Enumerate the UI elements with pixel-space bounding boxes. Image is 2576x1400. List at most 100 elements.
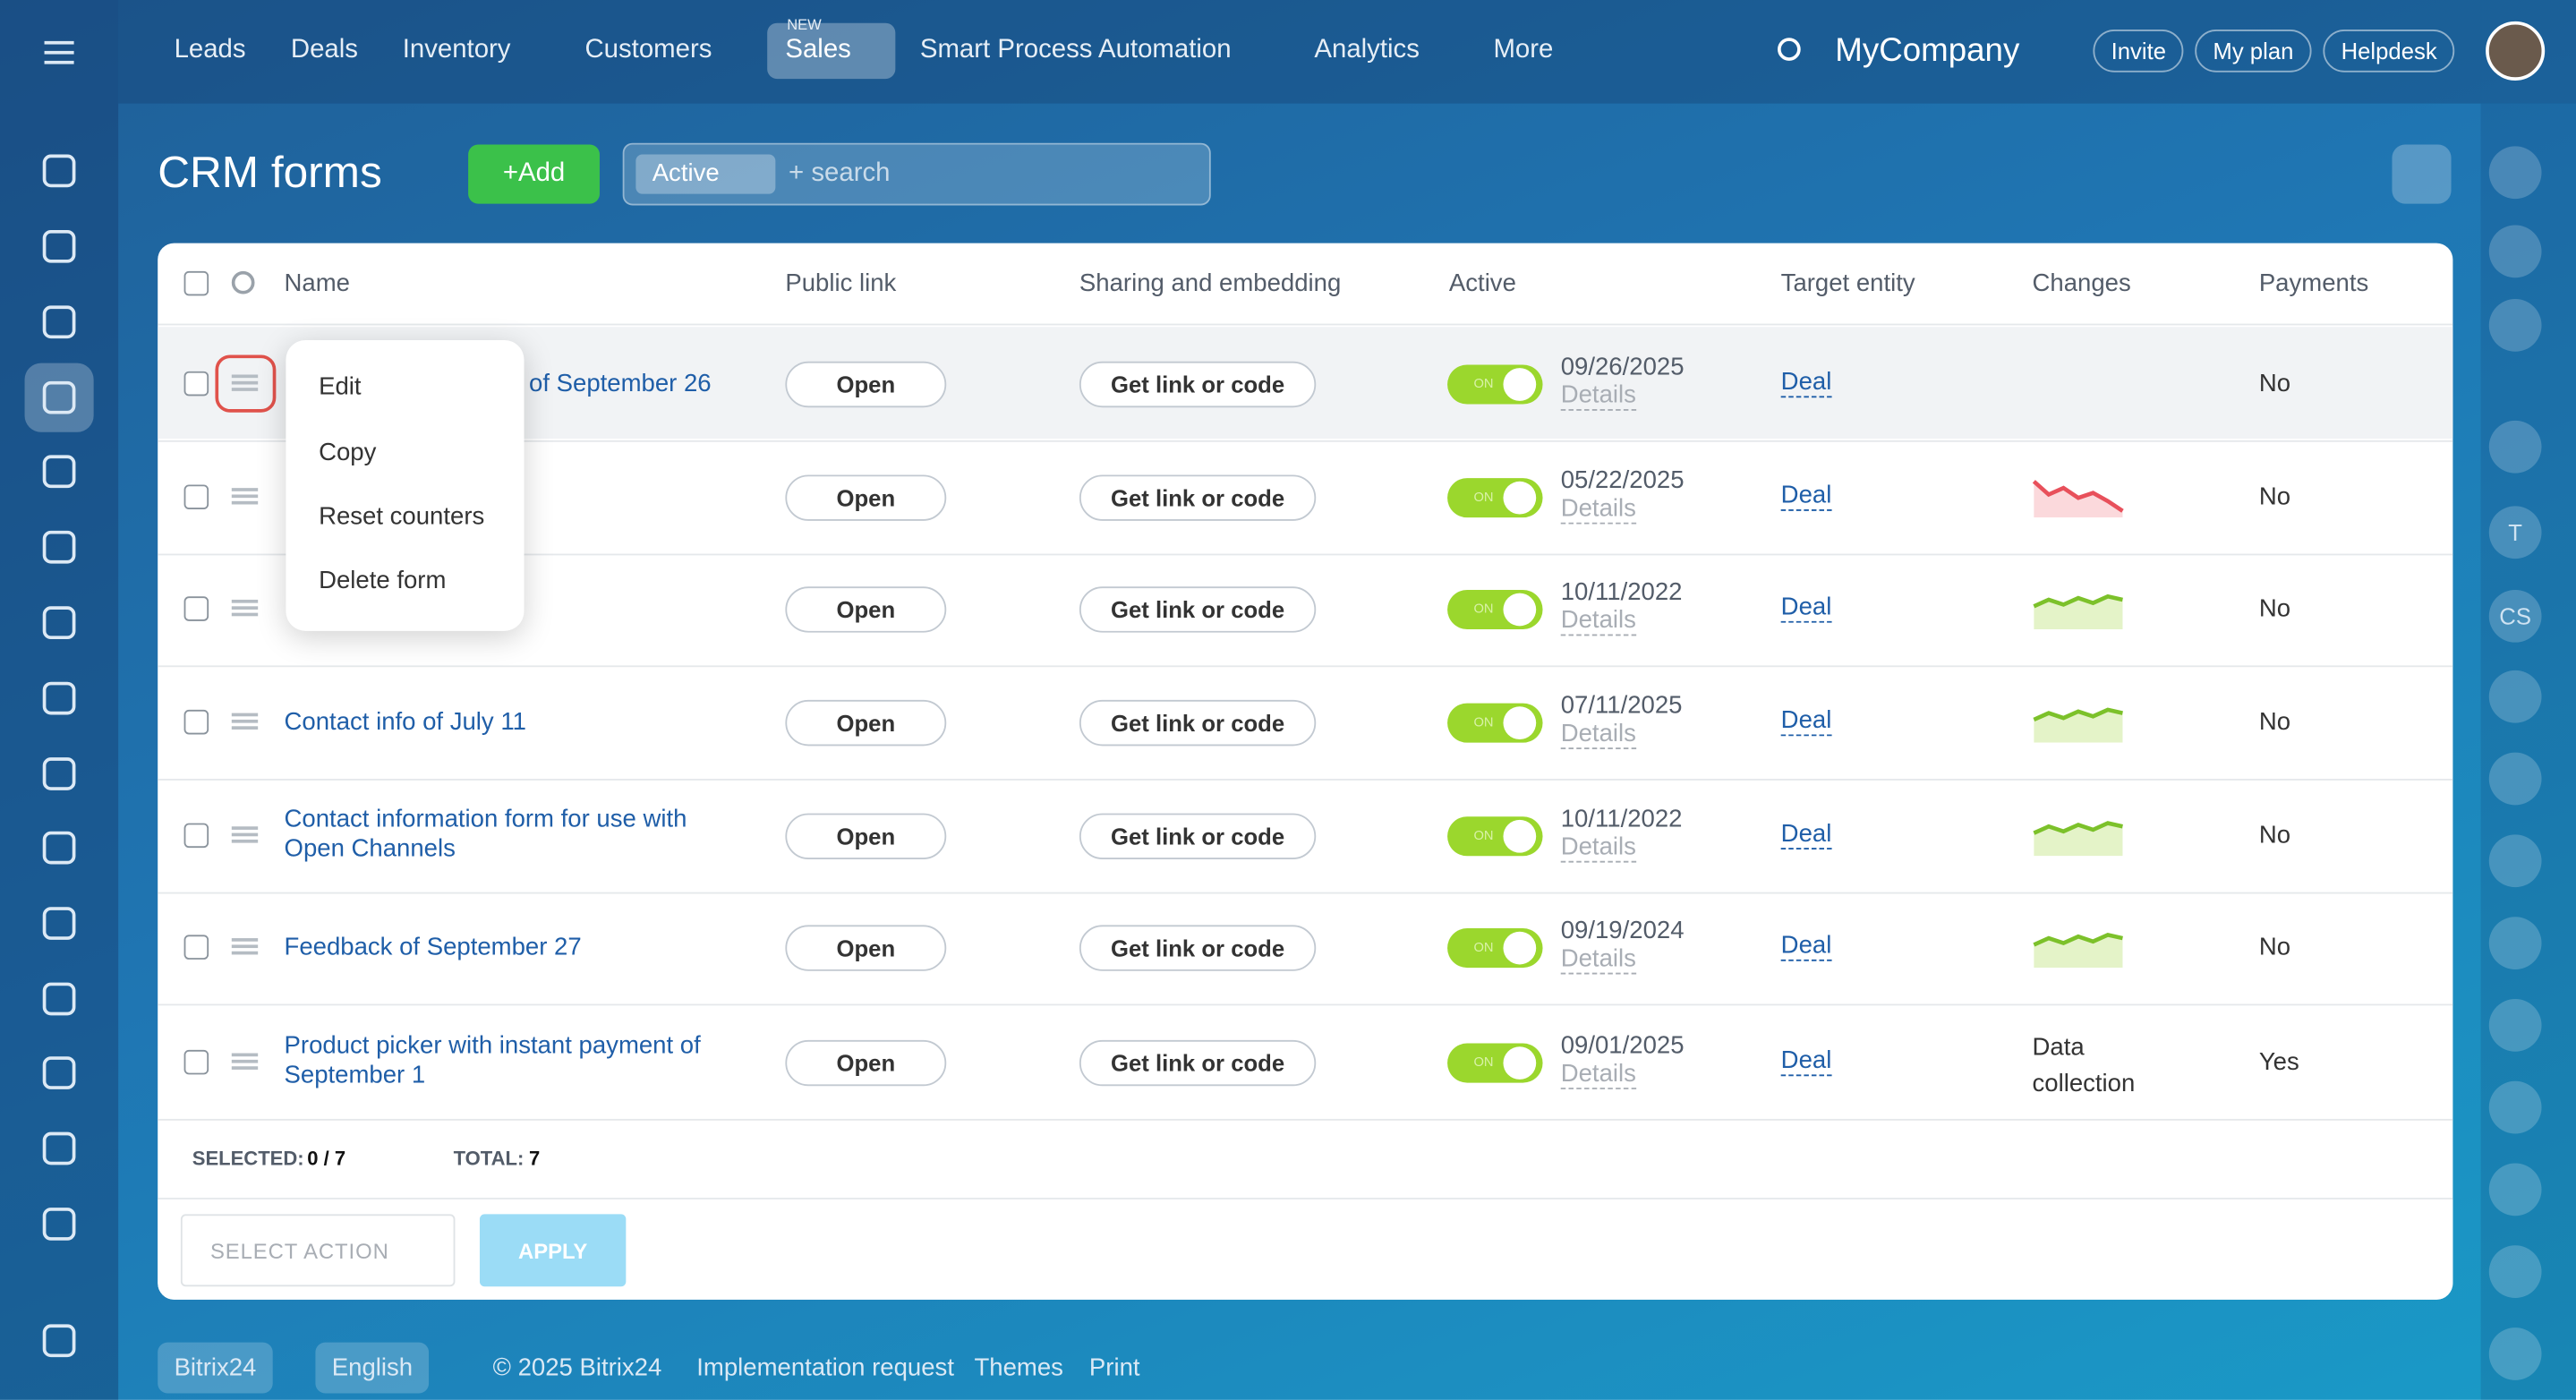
share-button[interactable]: Get link or code: [1079, 474, 1317, 521]
details-link[interactable]: Details: [1560, 832, 1636, 863]
share-button[interactable]: Get link or code: [1079, 813, 1317, 859]
share-button[interactable]: Get link or code: [1079, 361, 1317, 408]
share-button[interactable]: Get link or code: [1079, 1039, 1317, 1087]
form-name[interactable]: Feedback of September 27: [284, 933, 582, 961]
menu-item[interactable]: Edit: [319, 372, 362, 401]
row-cb[interactable]: [183, 823, 209, 849]
sidebar-icon[interactable]: [42, 907, 76, 940]
footer-link[interactable]: © 2025 Bitrix24: [492, 1353, 662, 1382]
open-button[interactable]: Open: [785, 361, 947, 408]
sidebar-icon[interactable]: [42, 229, 76, 263]
form-name[interactable]: Contact information form for use with Op…: [284, 805, 687, 863]
right-icon[interactable]: [2488, 917, 2542, 969]
target-link[interactable]: Deal: [1780, 931, 1832, 961]
row-menu[interactable]: [231, 1053, 259, 1070]
row-cb[interactable]: [183, 709, 209, 735]
sidebar-icon[interactable]: [42, 305, 76, 339]
nav-item[interactable]: Deals: [290, 36, 358, 64]
target-link[interactable]: Deal: [1780, 368, 1832, 398]
right-icon[interactable]: [2488, 420, 2542, 474]
row-menu[interactable]: [231, 713, 259, 730]
add-button[interactable]: + Add: [468, 144, 600, 204]
open-button[interactable]: Open: [785, 474, 947, 521]
header-cb[interactable]: [183, 270, 209, 296]
select-action[interactable]: SELECT ACTION: [180, 1214, 456, 1287]
open-button[interactable]: Open: [785, 925, 947, 971]
footer-link[interactable]: Implementation request: [696, 1353, 954, 1382]
sidebar-icon[interactable]: [42, 1208, 76, 1241]
sidebar-icon[interactable]: [42, 1324, 76, 1358]
column-header[interactable]: Active: [1448, 269, 1516, 298]
search-box[interactable]: [622, 142, 1211, 206]
nav-item[interactable]: Customers: [584, 36, 712, 64]
top-button[interactable]: Invite: [2093, 30, 2185, 73]
right-icon[interactable]: [2488, 1245, 2542, 1299]
details-link[interactable]: Details: [1560, 494, 1636, 525]
nav-item[interactable]: More: [1493, 36, 1554, 64]
details-link[interactable]: Details: [1560, 944, 1636, 975]
right-icon[interactable]: [2488, 752, 2542, 806]
sidebar-icon[interactable]: [42, 681, 76, 715]
row-menu[interactable]: [231, 374, 259, 391]
top-button[interactable]: My plan: [2195, 30, 2312, 73]
right-icon[interactable]: CS: [2488, 589, 2542, 643]
details-link[interactable]: Details: [1560, 719, 1636, 749]
sidebar-icon[interactable]: [42, 757, 76, 790]
row-cb[interactable]: [183, 596, 209, 621]
sidebar-icon[interactable]: [42, 530, 76, 564]
sidebar-icon[interactable]: [42, 1131, 76, 1165]
nav-item[interactable]: Sales: [785, 36, 851, 64]
sidebar-icon[interactable]: [42, 154, 76, 188]
target-link[interactable]: Deal: [1780, 593, 1832, 623]
row-cb[interactable]: [183, 484, 209, 510]
right-icon[interactable]: [2488, 1327, 2542, 1380]
nav-item[interactable]: Leads: [174, 36, 246, 64]
avatar[interactable]: [2486, 21, 2546, 81]
sidebar-icon[interactable]: [42, 380, 76, 414]
filter-chip[interactable]: Active: [635, 154, 776, 194]
column-header[interactable]: Target entity: [1780, 269, 1915, 298]
nav-item[interactable]: Inventory: [402, 36, 511, 64]
target-link[interactable]: Deal: [1780, 819, 1832, 849]
column-header[interactable]: Payments: [2258, 269, 2369, 298]
column-header[interactable]: Sharing and embedding: [1079, 269, 1342, 298]
right-icon[interactable]: [2488, 834, 2542, 888]
open-button[interactable]: Open: [785, 699, 947, 747]
sidebar-icon[interactable]: [42, 982, 76, 1016]
share-button[interactable]: Get link or code: [1079, 586, 1317, 633]
sidebar-icon[interactable]: [42, 606, 76, 640]
details-link[interactable]: Details: [1560, 606, 1636, 636]
right-icon[interactable]: [2488, 1080, 2542, 1134]
form-name[interactable]: Product picker with instant payment of S…: [284, 1031, 701, 1089]
form-name[interactable]: Contact info of July 11: [284, 708, 526, 737]
details-link[interactable]: Details: [1560, 1059, 1636, 1089]
row-menu[interactable]: [231, 938, 259, 955]
row-cb[interactable]: [183, 935, 209, 960]
share-button[interactable]: Get link or code: [1079, 925, 1317, 971]
row-menu[interactable]: [231, 599, 259, 617]
menu-item[interactable]: Copy: [319, 439, 377, 467]
form-name[interactable]: of September 26: [529, 369, 712, 398]
sidebar-icon[interactable]: [42, 831, 76, 865]
search-icon[interactable]: [1778, 38, 1801, 61]
open-button[interactable]: Open: [785, 813, 947, 859]
row-cb[interactable]: [183, 371, 209, 397]
right-icon[interactable]: [2488, 299, 2542, 352]
right-icon[interactable]: T: [2488, 506, 2542, 559]
row-menu[interactable]: [231, 488, 259, 505]
apply-button[interactable]: APPLY: [479, 1214, 627, 1287]
target-link[interactable]: Deal: [1780, 481, 1832, 511]
row-cb[interactable]: [183, 1049, 209, 1075]
right-icon[interactable]: [2488, 1163, 2542, 1216]
nav-item[interactable]: Smart Process Automation: [919, 36, 1232, 64]
header-gear[interactable]: [231, 270, 255, 295]
menu-item[interactable]: Reset counters: [319, 502, 485, 531]
target-link[interactable]: Deal: [1780, 706, 1832, 737]
menu-item[interactable]: Delete form: [319, 567, 447, 595]
right-icon[interactable]: [2488, 146, 2542, 200]
row-menu[interactable]: [231, 826, 259, 843]
top-button[interactable]: Helpdesk: [2323, 30, 2455, 73]
open-button[interactable]: Open: [785, 586, 947, 633]
share-button[interactable]: Get link or code: [1079, 699, 1317, 747]
right-icon[interactable]: [2488, 225, 2542, 278]
